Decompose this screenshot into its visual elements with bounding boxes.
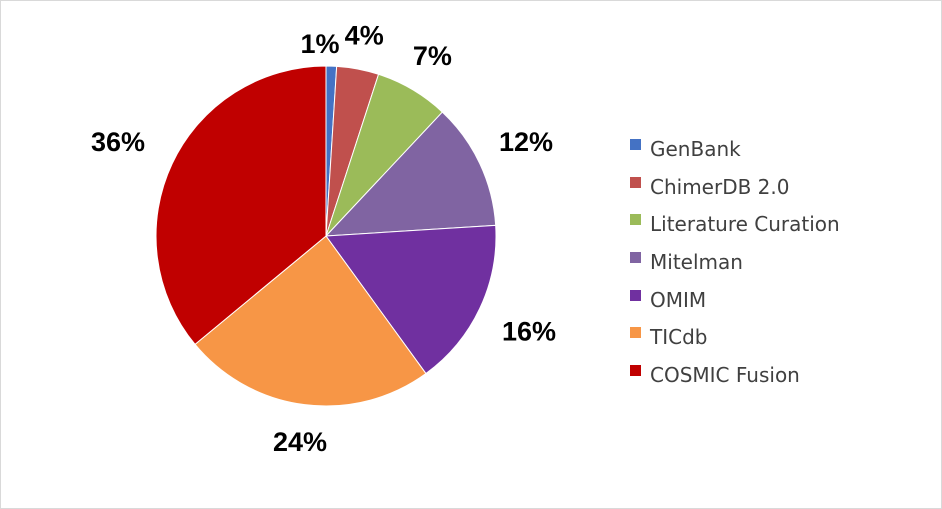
- legend-swatch: [630, 139, 641, 150]
- legend-label: OMIM: [650, 287, 707, 312]
- data-label-literature-curation: 7%: [413, 41, 452, 71]
- legend-label: COSMIC Fusion: [650, 363, 800, 388]
- legend-swatch: [630, 252, 641, 264]
- pie-slice-cosmic-fusion: [155, 65, 327, 346]
- legend-swatch: [630, 365, 641, 377]
- legend-swatch: [630, 327, 641, 339]
- data-label-ticdb: 24%: [273, 427, 327, 457]
- legend-item-cosmic-fusion: COSMIC Fusion: [630, 360, 840, 398]
- legend-swatch: [630, 214, 641, 226]
- legend-label: TICdb: [650, 325, 708, 350]
- data-label-genbank: 1%: [300, 29, 339, 59]
- pie-slice-mitelman: [324, 111, 497, 237]
- data-label-chimerdb-2-0: 4%: [345, 21, 384, 51]
- data-label-cosmic-fusion: 36%: [91, 127, 145, 157]
- legend-item-chimerdb-2-0: ChimerDB 2.0: [630, 172, 840, 210]
- chart-legend: GenBank ChimerDB 2.0 Literature Curation Mi…: [630, 134, 840, 398]
- pie-slice-omim: [325, 224, 497, 375]
- pie-slice-ticdb: [194, 235, 427, 407]
- legend-label: Mitelman: [650, 250, 743, 275]
- legend-swatch: [630, 176, 641, 188]
- data-label-omim: 16%: [502, 317, 556, 347]
- legend-item-omim: OMIM: [630, 285, 840, 323]
- legend-label: Literature Curation: [650, 212, 840, 237]
- legend-label: GenBank: [650, 137, 741, 161]
- legend-item-ticdb: TICdb: [630, 322, 840, 360]
- legend-item-literature-curation: Literature Curation: [630, 209, 840, 247]
- data-label-mitelman: 12%: [499, 127, 553, 157]
- legend-item-mitelman: Mitelman: [630, 247, 840, 285]
- legend-item-genbank: GenBank: [630, 134, 840, 172]
- legend-swatch: [630, 289, 641, 301]
- legend-label: ChimerDB 2.0: [650, 174, 790, 199]
